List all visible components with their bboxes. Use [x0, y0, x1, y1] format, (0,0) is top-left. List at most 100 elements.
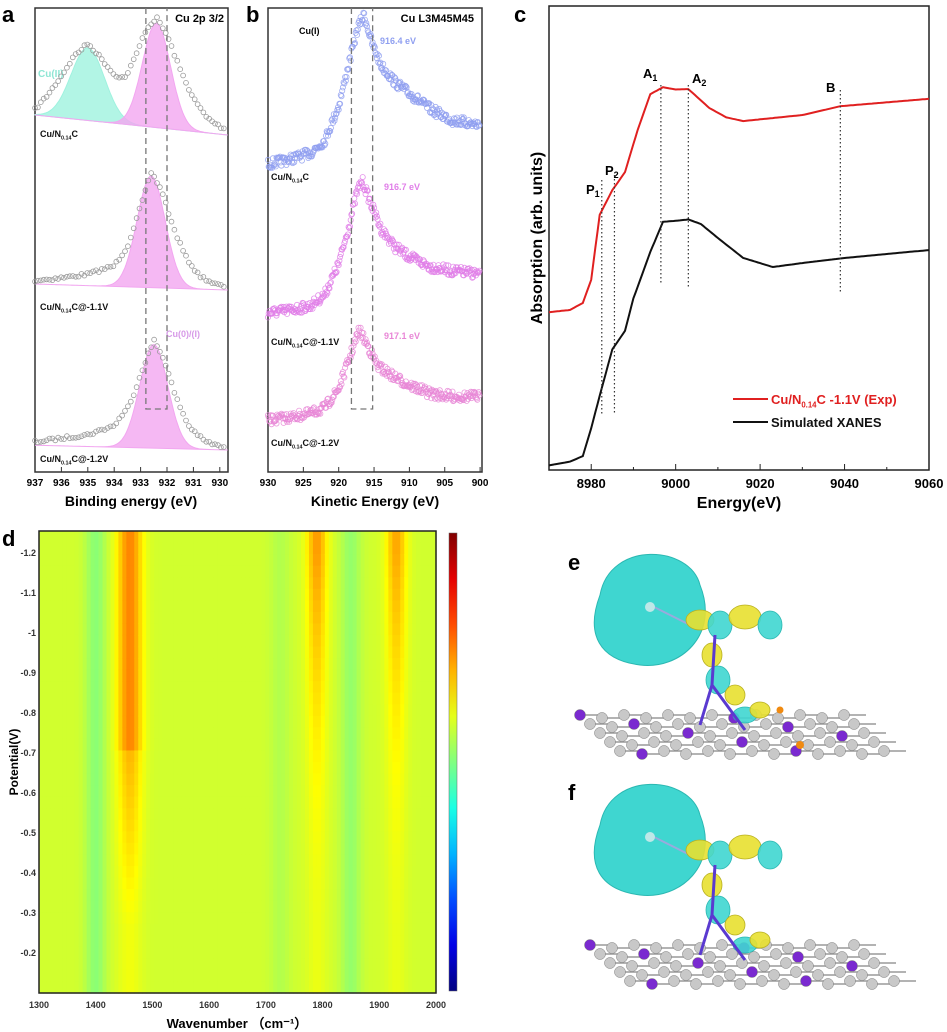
- data-point: [457, 263, 464, 270]
- heatmap-cell: [352, 704, 358, 717]
- heatmap-cell: [46, 831, 52, 844]
- heatmap-cell: [265, 923, 270, 936]
- heatmap-cell: [205, 819, 211, 832]
- heatmap-cell: [209, 842, 215, 855]
- heatmap-cell: [408, 889, 413, 902]
- heatmap-cell: [50, 692, 56, 705]
- heatmap-cell: [58, 669, 64, 682]
- heatmap-cell: [205, 715, 211, 728]
- heatmap-cell: [138, 865, 143, 879]
- heatmap-cell: [277, 738, 282, 752]
- heatmap-cell: [312, 889, 318, 902]
- data-point: [37, 99, 44, 105]
- heatmap-cell: [98, 981, 104, 994]
- series-label: Cu/N0.14C: [40, 129, 79, 141]
- heatmap-cell: [98, 923, 104, 936]
- heatmap-cell: [193, 565, 199, 578]
- heatmap-cell: [376, 900, 382, 913]
- heatmap-cell: [193, 946, 199, 959]
- heatmap-cell: [82, 773, 88, 786]
- heatmap-cell: [66, 969, 72, 983]
- heatmap-cell: [249, 808, 254, 821]
- heatmap-cell: [94, 912, 100, 925]
- heatmap-cell: [265, 958, 270, 971]
- heatmap-cell: [166, 796, 171, 809]
- heatmap-cell: [58, 889, 64, 902]
- heatmap-cell: [384, 854, 389, 867]
- heatmap-cell: [384, 785, 389, 798]
- heatmap-cell: [320, 762, 326, 775]
- heatmap-cell: [392, 750, 397, 763]
- heatmap-cell: [114, 669, 119, 682]
- heatmap-cell: [308, 750, 314, 763]
- heatmap-cell: [273, 854, 278, 867]
- heatmap-cell: [241, 692, 247, 705]
- heatmap-cell: [66, 819, 72, 832]
- heatmap-cell: [297, 658, 302, 671]
- data-point: [337, 384, 344, 391]
- data-point: [379, 67, 386, 74]
- heatmap-cell: [408, 588, 413, 601]
- heatmap-cell: [404, 762, 409, 775]
- heatmap-cell: [130, 738, 135, 752]
- heatmap-cell: [122, 831, 127, 844]
- heatmap-cell: [344, 969, 350, 983]
- heatmap-cell: [205, 865, 211, 879]
- heatmap-cell: [320, 935, 326, 948]
- heatmap-cell: [304, 877, 310, 890]
- heatmap-cell: [400, 912, 405, 925]
- heatmap-cell: [82, 923, 88, 936]
- heatmap-cell: [348, 969, 354, 983]
- heatmap-cell: [201, 958, 207, 971]
- heatmap-cell: [70, 565, 76, 578]
- heatmap-cell: [114, 565, 119, 578]
- heatmap-cell: [340, 958, 346, 971]
- heatmap-cell: [39, 969, 44, 983]
- heatmap-cell: [54, 981, 60, 994]
- heatmap-cell: [404, 912, 409, 925]
- data-point: [337, 253, 344, 260]
- heatmap-cell: [293, 681, 298, 694]
- heatmap-cell: [189, 889, 195, 902]
- heatmap-cell: [265, 658, 270, 671]
- heatmap-cell: [50, 762, 56, 775]
- heatmap-cell: [261, 773, 266, 786]
- heatmap-cell: [273, 715, 278, 728]
- heatmap-cell: [50, 669, 56, 682]
- heatmap-cell: [173, 819, 179, 832]
- heatmap-cell: [205, 658, 211, 671]
- heatmap-cell: [301, 646, 306, 659]
- heatmap-cell: [50, 634, 56, 648]
- heatmap-cell: [193, 554, 199, 567]
- heatmap-cell: [197, 958, 203, 971]
- heatmap-cell: [142, 738, 147, 752]
- heatmap-cell: [78, 588, 84, 601]
- heatmap-cell: [94, 588, 100, 601]
- heatmap-cell: [205, 646, 211, 659]
- heatmap-cell: [181, 819, 187, 832]
- heatmap-cell: [217, 796, 223, 809]
- heatmap-cell: [134, 531, 139, 544]
- data-point: [200, 109, 207, 116]
- data-point: [221, 283, 227, 290]
- heatmap-cell: [245, 900, 251, 913]
- heatmap-cell: [233, 831, 239, 844]
- heatmap-cell: [150, 946, 155, 959]
- heatmap-cell: [78, 531, 84, 544]
- heatmap-cell: [134, 969, 139, 983]
- heatmap-cell: [134, 842, 139, 855]
- heatmap-cell: [376, 762, 382, 775]
- heatmap-cell: [273, 796, 278, 809]
- heatmap-cell: [332, 831, 338, 844]
- heatmap-cell: [209, 600, 215, 613]
- heatmap-cell: [173, 854, 179, 867]
- data-point: [362, 191, 369, 198]
- data-point: [335, 106, 342, 113]
- heatmap-cell: [364, 738, 370, 752]
- heatmap-cell: [225, 681, 231, 694]
- data-point: [119, 252, 125, 259]
- heatmap-cell: [118, 542, 123, 555]
- heatmap-cell: [324, 912, 330, 925]
- heatmap-cell: [110, 969, 116, 983]
- heatmap-cell: [209, 808, 215, 821]
